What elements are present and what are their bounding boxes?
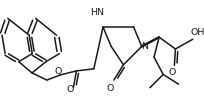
Text: O: O <box>107 84 114 93</box>
Text: OH: OH <box>191 28 204 37</box>
Text: O: O <box>168 68 176 77</box>
Text: HN: HN <box>91 8 104 17</box>
Text: O: O <box>54 67 62 76</box>
Text: O: O <box>66 85 73 94</box>
Text: N: N <box>141 42 148 51</box>
